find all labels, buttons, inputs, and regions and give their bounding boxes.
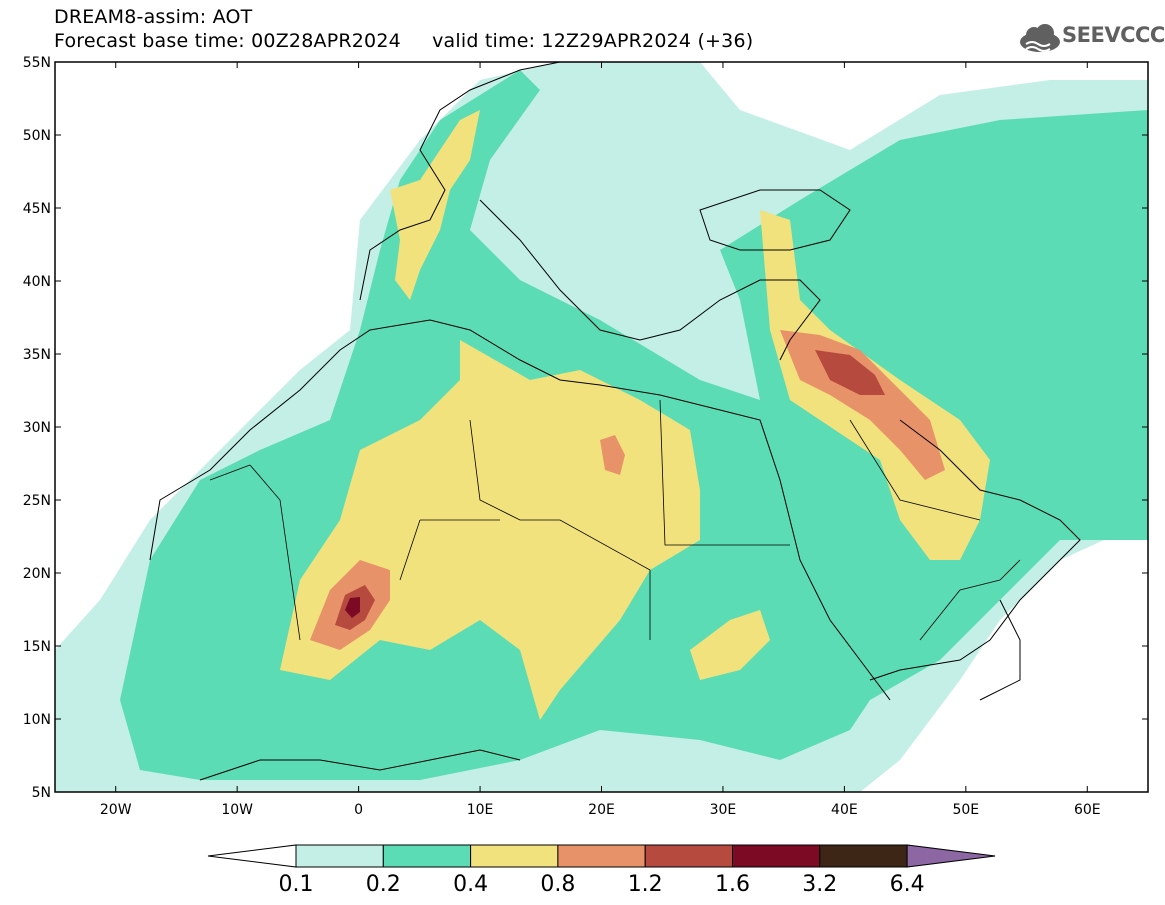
colorbar-box (470, 844, 559, 868)
colorbar-label: 0.4 (453, 872, 489, 897)
lon-label: 0 (354, 802, 363, 818)
latitude-labels: 55N 50N 45N 40N 35N 30N 25N 20N 15N 10N 5N (23, 55, 51, 801)
lon-label: 30E (710, 802, 737, 818)
lat-label: 30N (23, 420, 51, 436)
colorbar-label: 0.2 (365, 872, 401, 897)
colorbar-label: 1.2 (627, 872, 663, 897)
coastlines (149, 62, 1081, 781)
aot-band-0.4-chad (690, 610, 770, 680)
lat-label: 25N (23, 493, 51, 509)
aot-band-0.4-europe (390, 110, 480, 300)
colorbar-over-triangle (906, 844, 996, 868)
lon-label: 20E (588, 802, 615, 818)
colorbar-box (732, 844, 821, 868)
colorbar-label: 3.2 (802, 872, 838, 897)
colorbar-label: 1.6 (715, 872, 750, 897)
lat-label: 10N (23, 712, 51, 728)
cloud-icon (1020, 24, 1060, 52)
lat-label: 35N (23, 347, 51, 363)
map-title: DREAM8-assim: AOT (54, 6, 253, 28)
country-borders (209, 399, 1021, 641)
longitude-labels: 20W 10W 0 10E 20E 30E 40E 50E 60E (100, 802, 1101, 818)
lon-label: 40E (831, 802, 858, 818)
lon-label: 50E (952, 802, 979, 818)
aot-field (55, 62, 1148, 792)
aot-band-0.8-libya (600, 435, 625, 475)
aot-band-0.4 (280, 340, 700, 720)
lat-label: 45N (23, 201, 51, 217)
lon-label: 20W (100, 802, 132, 818)
forecast-times: Forecast base time: 00Z28APR2024 valid t… (54, 30, 754, 52)
aot-band-0.8-iraq (780, 330, 945, 480)
lat-label: 40N (23, 274, 51, 290)
colorbar-label: 0.8 (540, 872, 576, 897)
colorbar-under-triangle (207, 844, 297, 868)
colorbar-box (382, 844, 472, 868)
lon-label: 10E (467, 802, 494, 818)
lat-label: 55N (23, 55, 51, 71)
seevccc-logo: SEEVCCC (1018, 20, 1165, 56)
aot-band-1.6 (345, 597, 360, 618)
colorbar-box (819, 844, 908, 868)
logo-text: SEEVCCC (1062, 23, 1165, 47)
lat-label: 5N (32, 785, 51, 801)
lat-label: 50N (23, 128, 51, 144)
axis-ticks (55, 61, 1148, 793)
lon-label: 60E (1074, 802, 1101, 818)
colorbar-label: 6.4 (889, 872, 925, 897)
colorbar (207, 844, 996, 868)
colorbar-box (295, 844, 384, 868)
colorbar-label: 0.1 (278, 872, 314, 897)
lat-label: 20N (23, 566, 51, 582)
lon-label: 10W (221, 802, 253, 818)
aot-band-1.2-iraq (815, 350, 885, 395)
colorbar-box (644, 844, 734, 868)
colorbar-box (557, 844, 646, 868)
lat-label: 15N (23, 639, 51, 655)
